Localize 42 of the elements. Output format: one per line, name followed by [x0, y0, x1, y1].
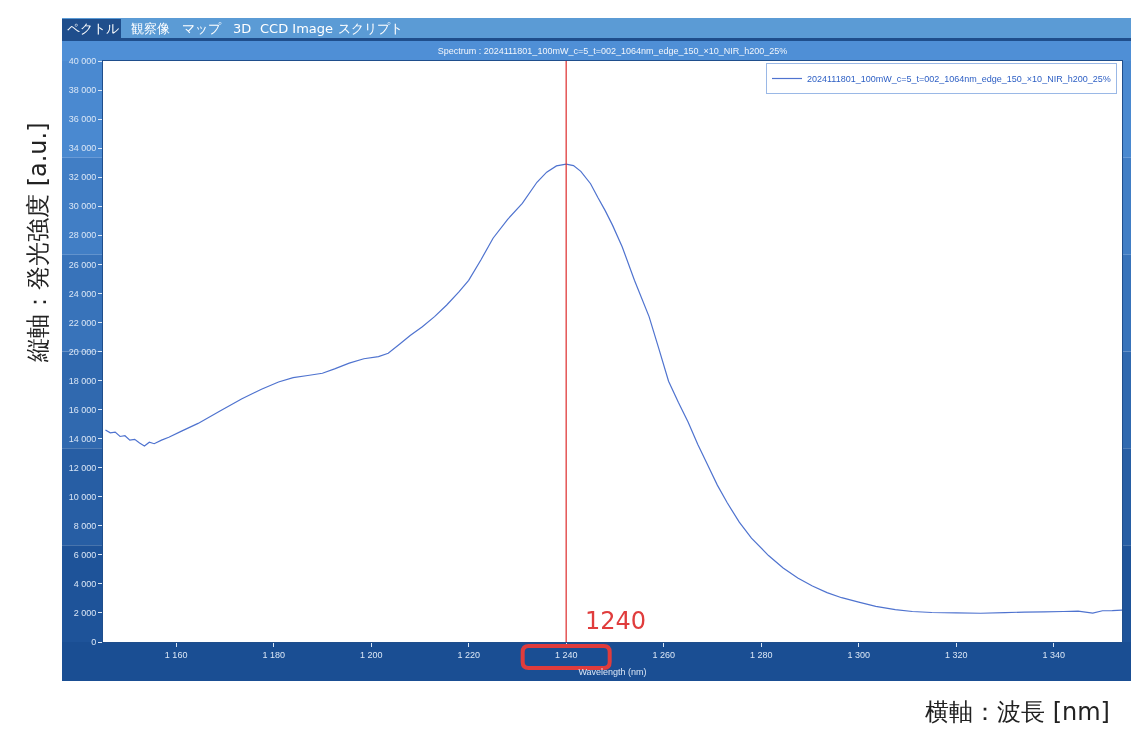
text: ペクトル	[67, 21, 119, 36]
y-tick-label: 20 000	[68, 346, 97, 357]
chart-title: Spectrum : 2024111801_100mW_c=5_t=002_1064nm_edge_150_×10_NIR_h200_25%	[437, 46, 788, 57]
y-tick-label: 18 000	[68, 375, 97, 386]
y-tick-label: 6 000	[73, 550, 97, 560]
y-tick-label: 32 000	[68, 172, 97, 183]
y-tick-label: 36 000	[68, 114, 97, 125]
x-tick-label: 1 180	[262, 649, 285, 660]
y-tick-label: 28 000	[68, 230, 97, 241]
y-tick-label: 16 000	[68, 404, 97, 415]
y-tick-label: 12 000	[68, 462, 97, 473]
y-tick-label: 34 000	[68, 143, 97, 154]
legend-label: 2024111801_100mW_c=5_t=002_1064nm_edge_150_×10_NIR_h200_25%	[807, 74, 1111, 85]
y-tick-label: 10 000	[68, 491, 97, 502]
y-tick-label: 2 000	[73, 608, 97, 619]
text: スクリプト	[338, 21, 403, 36]
text: 3D	[233, 21, 252, 36]
x-tick-label: 1 220	[457, 649, 480, 660]
x-tick-label: 1 160	[164, 649, 188, 660]
x-tick-label: 1 300	[847, 649, 870, 660]
ref-line-label: 1240	[585, 607, 647, 635]
y-tick-label: 26 000	[68, 259, 97, 270]
y-tick-label: 24 000	[68, 288, 97, 299]
y-tick-label: 0	[91, 637, 97, 648]
y-tick-label: 30 000	[68, 201, 97, 212]
x-tick-label: 1 200	[359, 649, 383, 660]
text: マップ	[182, 21, 222, 36]
y-tick-label: 38 000	[68, 85, 97, 96]
y-tick-label: 8 000	[73, 520, 97, 531]
y-tick-label: 22 000	[68, 317, 97, 328]
x-tick-label: 1 340	[1042, 649, 1066, 660]
x-tick-label: 1 280	[749, 649, 773, 660]
x-tick-label: 1 240	[554, 649, 578, 660]
text: CCD Image	[260, 21, 334, 36]
x-tick-label: 1 320	[944, 649, 968, 660]
y-tick-label: 4 000	[73, 579, 97, 590]
y-tick-label: 14 000	[68, 433, 97, 444]
y-axis-title: 縦軸：発光強度 [a.u.]	[24, 122, 52, 363]
y-tick-label: 40 000	[68, 56, 97, 67]
x-tick-label: 1 260	[652, 649, 675, 660]
text: 観察像	[131, 21, 170, 36]
text: 横軸：波長 [nm]	[925, 698, 1110, 726]
